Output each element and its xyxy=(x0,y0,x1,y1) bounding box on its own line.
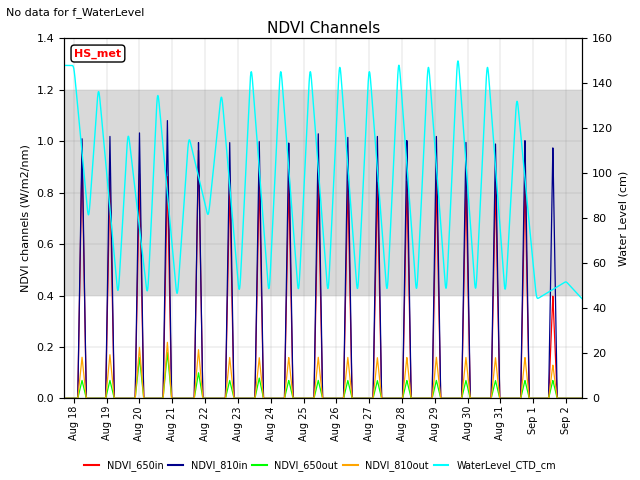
Legend: NDVI_650in, NDVI_810in, NDVI_650out, NDVI_810out, WaterLevel_CTD_cm: NDVI_650in, NDVI_810in, NDVI_650out, NDV… xyxy=(80,456,560,475)
Y-axis label: NDVI channels (W/m2/nm): NDVI channels (W/m2/nm) xyxy=(21,144,31,292)
Y-axis label: Water Level (cm): Water Level (cm) xyxy=(619,171,629,266)
Text: No data for f_WaterLevel: No data for f_WaterLevel xyxy=(6,7,145,18)
Bar xyxy=(64,90,582,296)
Title: NDVI Channels: NDVI Channels xyxy=(267,21,380,36)
Text: HS_met: HS_met xyxy=(74,48,122,59)
